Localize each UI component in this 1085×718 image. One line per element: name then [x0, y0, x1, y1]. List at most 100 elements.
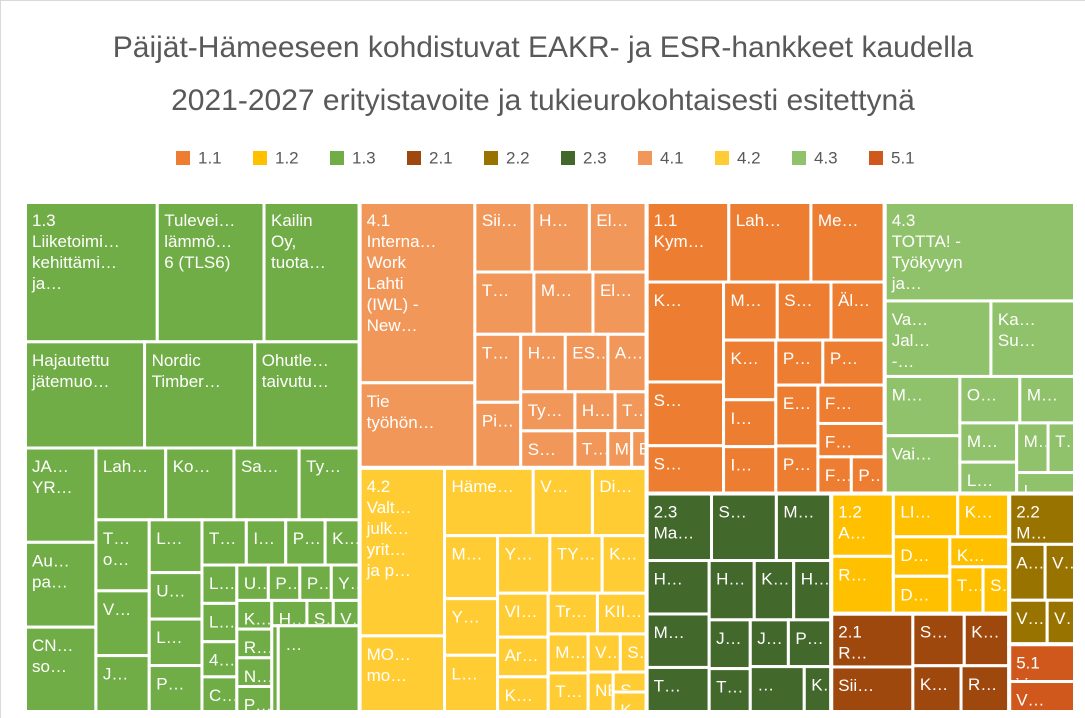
- cell-label: 1.1 Kym…: [654, 211, 705, 251]
- cell-label: F…: [825, 432, 852, 451]
- cell-label: V…: [1054, 609, 1082, 628]
- cell-label: T…: [716, 678, 743, 697]
- cell-text: H…: [716, 570, 745, 589]
- cell-text: H…: [801, 570, 830, 589]
- chart-title: 2021-2027 erityistavoite ja tukieurokoht…: [171, 84, 915, 117]
- cell-text: …: [285, 635, 302, 654]
- cell-text: N…: [244, 667, 273, 686]
- cell-label: F…: [825, 394, 852, 413]
- cell-text: S…: [719, 503, 747, 522]
- cell-text: Valt…: [367, 498, 412, 517]
- cell-label: M…: [892, 385, 923, 404]
- cell-text: Me…: [818, 211, 859, 230]
- cell-text: Sii…: [482, 211, 518, 230]
- cell-text: YR…: [32, 478, 73, 497]
- cell-label: S…: [620, 681, 648, 700]
- cell-text: Ko…: [173, 457, 211, 476]
- group-label: 5.1: [1016, 653, 1040, 672]
- cell-label: E…: [783, 394, 811, 413]
- cell-text: V…: [1054, 609, 1082, 628]
- group-border: [1007, 642, 1077, 715]
- treemap-cell: [883, 299, 993, 378]
- cell-text: T…: [654, 676, 681, 695]
- cell-label: Tr…: [555, 602, 587, 621]
- group-label: 2.3: [654, 503, 678, 522]
- cell-text: P…: [858, 466, 886, 485]
- cell-text: -…: [892, 352, 915, 371]
- treemap-cell: [774, 383, 820, 448]
- cell-label: L…: [452, 664, 478, 683]
- treemap-cell: [94, 654, 151, 714]
- legend-swatch: [176, 151, 190, 165]
- cell-text: K…: [505, 686, 533, 705]
- cell-label: H…: [654, 570, 683, 589]
- cell-label: T…: [209, 529, 236, 548]
- cell-label: P…: [858, 466, 886, 485]
- cell-text: I…: [731, 456, 753, 475]
- treemap-cell: [270, 598, 309, 628]
- group-label: 4.1: [367, 211, 391, 230]
- cell-text: jätemuo…: [31, 372, 109, 391]
- cell-text: L…: [209, 574, 235, 593]
- treemap-cell: [786, 618, 833, 669]
- cell-label: Kailin Oy, tuota…: [271, 211, 326, 272]
- cell-text: T…: [482, 281, 509, 300]
- cell-label: S…: [990, 576, 1007, 595]
- cell-label: P…: [783, 349, 811, 368]
- cell-label: LI…: [900, 503, 931, 522]
- treemap-cell: [23, 200, 159, 344]
- cell-text: S…: [627, 643, 655, 662]
- cell-label: Tie työhön…: [367, 392, 435, 432]
- cell-text: T…: [622, 401, 649, 420]
- cell-label: V…: [540, 477, 568, 496]
- cell-text: S…: [620, 681, 648, 700]
- cell-label: M…: [731, 291, 762, 310]
- cell-text: 6 (TLS6): [164, 253, 230, 272]
- cell-text: Nordic: [152, 351, 202, 370]
- cell-label: R…: [838, 565, 867, 584]
- cell-label: S…: [654, 455, 682, 474]
- cell-text: V…: [540, 477, 568, 496]
- cell-label: MO… mo…: [367, 645, 411, 685]
- cell-label: S…: [314, 609, 331, 623]
- cell-text: Work: [367, 253, 407, 272]
- cell-label: L…: [156, 529, 182, 548]
- cell-label: P…: [795, 629, 823, 648]
- cell-text: Su…: [998, 331, 1036, 350]
- treemap-cell: [232, 446, 301, 522]
- cell-text: El…: [600, 281, 632, 300]
- cell-label: V…: [103, 600, 131, 619]
- cell-label: Lah…: [736, 211, 781, 230]
- cell-label: 2.3 Ma…: [654, 503, 695, 543]
- cell-label: Va… Jal… -…: [892, 310, 931, 371]
- cell-label: 4…: [209, 651, 235, 670]
- cell-label: V…: [340, 609, 357, 623]
- cell-text: K…: [761, 570, 789, 589]
- cell-label: T… o…: [103, 529, 130, 569]
- cell-text: M…: [452, 545, 483, 564]
- cell-label: D…: [900, 546, 929, 565]
- cell-label: Hajautettu jätemuo…: [31, 351, 110, 391]
- group-label: 1.2: [838, 503, 862, 522]
- cell-text: Sa…: [241, 457, 279, 476]
- treemap-cell: [707, 559, 756, 622]
- legend-swatch: [715, 151, 729, 165]
- cell-text: K…: [971, 623, 999, 642]
- cell-label: P…: [307, 574, 329, 593]
- cell-text: M…: [1027, 385, 1058, 404]
- cell-label: K…: [761, 570, 789, 589]
- cell-label: N…: [244, 667, 273, 686]
- cell-label: M…: [783, 503, 814, 522]
- treemap-cell: [722, 338, 778, 402]
- cell-text: M…: [615, 440, 646, 459]
- cell-label: K…: [965, 503, 993, 522]
- cell-label: El…: [600, 281, 632, 300]
- cell-text: T…: [209, 529, 236, 548]
- cell-text: M…: [1016, 524, 1047, 543]
- cell-label: S…: [627, 643, 655, 662]
- cell-text: JA…: [32, 457, 69, 476]
- cell-label: H…: [582, 401, 611, 420]
- cell-text: Lah…: [103, 457, 148, 476]
- cell-text: pa…: [32, 572, 68, 591]
- cell-label: Äl…: [838, 291, 870, 310]
